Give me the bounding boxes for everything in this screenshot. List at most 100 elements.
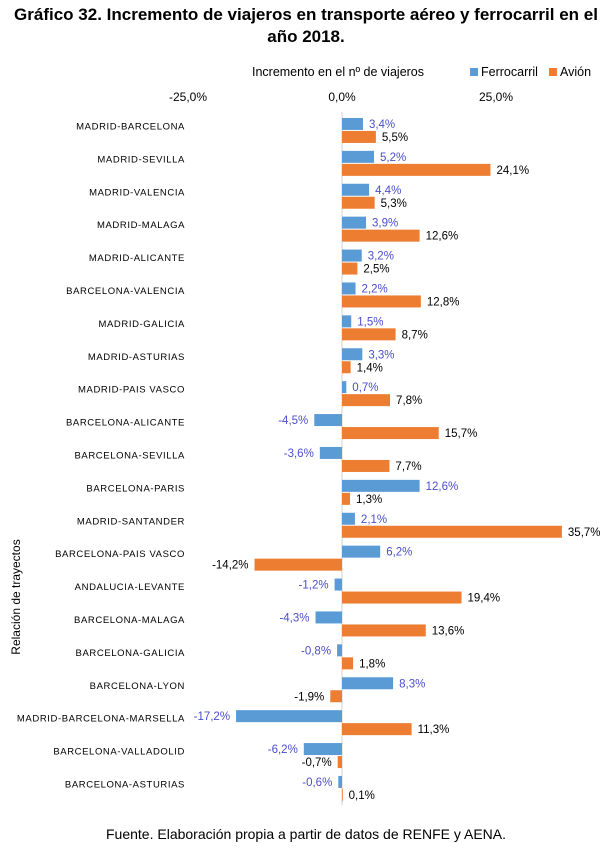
ferrocarril-bar bbox=[342, 512, 355, 525]
avion-data-label: 24,1% bbox=[496, 165, 529, 177]
ferrocarril-data-label: -0,6% bbox=[302, 777, 332, 789]
avion-bar bbox=[330, 690, 342, 703]
avion-bar bbox=[342, 394, 391, 407]
ferrocarril-data-label: 6,2% bbox=[386, 547, 412, 559]
avion-data-label: 5,5% bbox=[382, 132, 408, 144]
ferrocarril-data-label: -6,2% bbox=[268, 744, 298, 756]
ferrocarril-bar bbox=[334, 578, 342, 591]
ferrocarril-data-label: 2,2% bbox=[362, 283, 388, 295]
avion-data-label: 1,3% bbox=[356, 494, 382, 506]
avion-data-label: 13,6% bbox=[432, 625, 465, 637]
avion-data-label: 12,8% bbox=[427, 296, 460, 308]
category-label: MADRID-ASTURIAS bbox=[88, 352, 185, 363]
avion-data-label: 1,8% bbox=[359, 658, 385, 670]
avion-bar bbox=[342, 723, 412, 736]
avion-data-label: 1,4% bbox=[357, 362, 383, 374]
ferrocarril-data-label: -17,2% bbox=[194, 711, 230, 723]
x-tick-label: -25,0% bbox=[169, 90, 207, 104]
avion-bar bbox=[342, 295, 421, 308]
ferrocarril-bar bbox=[338, 775, 342, 788]
chart-title-line-2: año 2018. bbox=[267, 27, 345, 46]
category-label: MADRID-VALENCIA bbox=[89, 187, 185, 198]
ferrocarril-data-label: 1,5% bbox=[357, 316, 383, 328]
ferrocarril-bar bbox=[342, 216, 367, 229]
ferrocarril-data-label: 2,1% bbox=[361, 514, 387, 526]
avion-data-label: 15,7% bbox=[445, 428, 478, 440]
ferrocarril-data-label: -0,8% bbox=[301, 645, 331, 657]
category-label: MADRID-BARCELONA bbox=[76, 121, 185, 132]
ferrocarril-bar bbox=[342, 315, 352, 328]
avion-data-label: 8,7% bbox=[402, 329, 428, 341]
avion-bar bbox=[337, 756, 342, 769]
avion-data-label: -14,2% bbox=[212, 560, 248, 572]
category-label: BARCELONA-MALAGA bbox=[74, 615, 185, 626]
ferrocarril-bar bbox=[342, 150, 375, 163]
x-axis-label: Incremento en el nº de viajeros bbox=[252, 65, 424, 79]
avion-bar bbox=[342, 361, 351, 374]
legend-label-1: Ferrocarril bbox=[481, 65, 538, 79]
category-label: BARCELONA-ALICANTE bbox=[66, 418, 185, 429]
category-label: BARCELONA-SEVILLA bbox=[74, 450, 185, 461]
category-label: BARCELONA-VALENCIA bbox=[66, 286, 185, 297]
ferrocarril-bar bbox=[314, 414, 342, 427]
ferrocarril-bar bbox=[315, 611, 342, 624]
ferrocarril-bar bbox=[337, 644, 342, 657]
ferrocarril-bar bbox=[319, 446, 342, 459]
avion-data-label: 7,7% bbox=[395, 461, 421, 473]
ferrocarril-data-label: 3,9% bbox=[372, 218, 398, 230]
ferrocarril-bar bbox=[342, 381, 347, 394]
avion-bar bbox=[342, 130, 376, 143]
x-tick-label: 25,0% bbox=[479, 90, 513, 104]
avion-bar bbox=[254, 558, 342, 571]
avion-data-label: 12,6% bbox=[426, 231, 459, 243]
avion-data-label: 2,5% bbox=[363, 264, 389, 276]
ferrocarril-data-label: 3,3% bbox=[368, 349, 394, 361]
avion-data-label: 11,3% bbox=[418, 724, 450, 736]
category-label: MADRID-GALICIA bbox=[98, 319, 185, 330]
avion-data-label: 0,1% bbox=[349, 790, 375, 802]
avion-bar bbox=[342, 525, 562, 538]
legend-swatch-1 bbox=[470, 68, 478, 76]
ferrocarril-data-label: 8,3% bbox=[399, 678, 425, 690]
ferrocarril-data-label: -4,5% bbox=[278, 415, 308, 427]
ferrocarril-bar bbox=[342, 677, 394, 690]
avion-data-label: -1,9% bbox=[294, 691, 324, 703]
ferrocarril-bar bbox=[236, 710, 342, 723]
ferrocarril-data-label: 4,4% bbox=[375, 185, 401, 197]
category-label: BARCELONA-LYON bbox=[90, 681, 185, 692]
ferrocarril-data-label: 3,4% bbox=[369, 119, 395, 131]
category-label: MADRID-SEVILLA bbox=[97, 154, 185, 165]
category-label: BARCELONA-GALICIA bbox=[76, 648, 186, 659]
legend-label-2: Avión bbox=[560, 65, 591, 79]
avion-bar bbox=[342, 328, 396, 341]
avion-data-label: -0,7% bbox=[302, 757, 332, 769]
category-label: MADRID-SANTANDER bbox=[77, 516, 185, 527]
source-note: Fuente. Elaboración propia a partir de d… bbox=[106, 826, 506, 842]
avion-data-label: 5,3% bbox=[381, 198, 407, 210]
category-label: ANDALUCIA-LEVANTE bbox=[75, 582, 185, 593]
x-tick-label: 0,0% bbox=[328, 90, 356, 104]
ferrocarril-data-label: 12,6% bbox=[426, 481, 459, 493]
category-label: BARCELONA-ASTURIAS bbox=[65, 779, 185, 790]
avion-bar bbox=[342, 788, 343, 801]
ferrocarril-bar bbox=[303, 743, 342, 756]
ferrocarril-bar bbox=[342, 282, 356, 295]
category-label: MADRID-ALICANTE bbox=[89, 253, 185, 264]
category-label: BARCELONA-PARIS bbox=[86, 483, 185, 494]
ferrocarril-bar bbox=[342, 249, 362, 262]
avion-bar bbox=[342, 427, 439, 440]
ferrocarril-data-label: -4,3% bbox=[279, 612, 309, 624]
avion-data-label: 7,8% bbox=[396, 395, 422, 407]
avion-bar bbox=[342, 657, 354, 670]
chart-title-line-1: Gráfico 32. Incremento de viajeros en tr… bbox=[14, 5, 598, 24]
avion-bar bbox=[342, 262, 358, 275]
ferrocarril-data-label: -3,6% bbox=[284, 448, 314, 460]
category-label: BARCELONA-PAIS VASCO bbox=[55, 549, 185, 560]
ferrocarril-bar bbox=[342, 545, 381, 558]
category-label: BARCELONA-VALLADOLID bbox=[53, 747, 185, 758]
y-axis-label: Relación de trayectos bbox=[9, 539, 23, 654]
avion-bar bbox=[342, 591, 462, 604]
ferrocarril-bar bbox=[342, 183, 370, 196]
ferrocarril-data-label: 5,2% bbox=[380, 152, 406, 164]
